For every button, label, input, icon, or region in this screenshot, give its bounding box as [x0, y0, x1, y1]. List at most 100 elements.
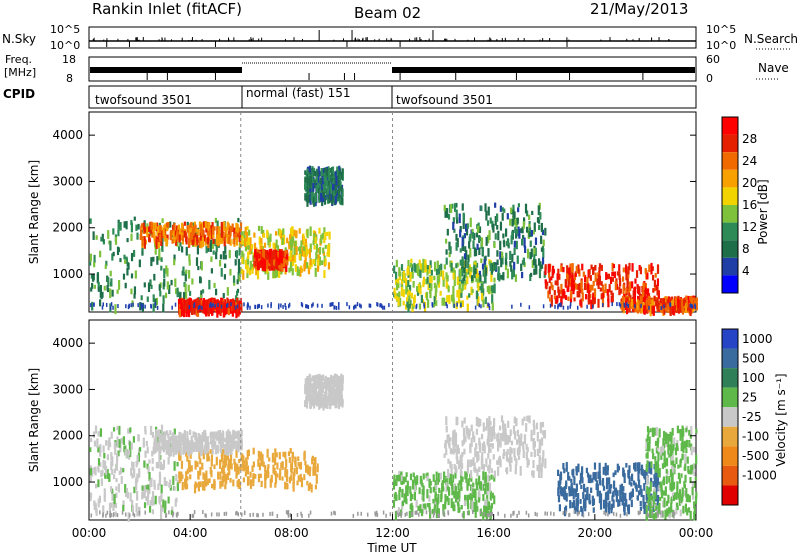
- range-gate-cell: [410, 292, 413, 299]
- range-gate-cell: [258, 452, 261, 460]
- range-gate-cell: [308, 373, 311, 383]
- range-gate-cell: [670, 482, 673, 488]
- range-gate-cell: [188, 259, 191, 266]
- range-gate-cell: [175, 443, 178, 453]
- range-gate-cell: [459, 229, 462, 238]
- range-gate-cell: [210, 306, 213, 314]
- range-gate-cell: [461, 300, 464, 307]
- range-gate-cell: [157, 442, 160, 451]
- range-gate-cell: [147, 226, 151, 232]
- range-gate-cell: [199, 304, 201, 309]
- range-gate-cell: [562, 266, 565, 273]
- range-gate-cell: [159, 463, 162, 469]
- range-gate-cell: [193, 221, 197, 228]
- range-gate-cell: [592, 293, 595, 302]
- range-gate-cell: [145, 496, 148, 501]
- range-gate-cell: [213, 464, 216, 470]
- range-gate-cell: [173, 259, 176, 266]
- range-gate-cell: [312, 182, 315, 192]
- range-gate-cell: [669, 482, 672, 491]
- range-gate-cell: [235, 230, 238, 238]
- range-gate-cell: [268, 242, 271, 248]
- range-gate-cell: [142, 222, 145, 230]
- range-gate-cell: [489, 217, 492, 224]
- range-gate-cell: [353, 304, 356, 309]
- range-gate-cell: [612, 490, 615, 497]
- range-gate-cell: [240, 429, 243, 437]
- range-gate-cell: [503, 208, 506, 213]
- range-gate-cell: [469, 247, 472, 258]
- range-gate-cell: [215, 251, 218, 260]
- range-gate-cell: [657, 473, 660, 478]
- range-gate-cell: [294, 264, 298, 272]
- range-gate-cell: [132, 461, 135, 469]
- range-gate-cell: [447, 295, 450, 303]
- range-gate-cell: [526, 447, 529, 453]
- range-gate-cell: [205, 246, 208, 254]
- range-gate-cell: [272, 269, 275, 279]
- range-gate-cell: [444, 501, 447, 510]
- range-gate-cell: [130, 288, 133, 295]
- range-gate-cell: [487, 436, 490, 445]
- range-gate-cell: [494, 202, 497, 208]
- range-gate-cell: [596, 480, 599, 486]
- nsky-tick-bottom: 10^0: [50, 39, 80, 52]
- range-gate-cell: [435, 268, 439, 276]
- range-gate-cell: [313, 179, 316, 189]
- range-gate-cell: [101, 469, 104, 476]
- range-gate-cell: [441, 297, 444, 306]
- range-gate-cell: [330, 181, 334, 191]
- range-gate-cell: [221, 301, 224, 307]
- range-gate-cell: [461, 259, 464, 267]
- range-gate-cell: [623, 473, 626, 484]
- range-gate-cell: [598, 274, 601, 281]
- range-gate-cell: [90, 437, 93, 442]
- range-gate-cell: [497, 266, 500, 274]
- range-gate-cell: [258, 303, 261, 308]
- range-gate-cell: [94, 425, 98, 434]
- range-gate-cell: [491, 263, 494, 273]
- range-gate-cell: [512, 218, 516, 225]
- range-gate-cell: [431, 508, 434, 514]
- range-gate-cell: [442, 486, 445, 492]
- range-gate-cell: [436, 501, 439, 510]
- range-gate-cell: [323, 227, 326, 233]
- range-gate-cell: [196, 245, 200, 255]
- range-gate-cell: [328, 167, 331, 178]
- range-gate-cell: [282, 228, 285, 236]
- range-gate-cell: [431, 302, 433, 307]
- range-gate-cell: [118, 425, 121, 435]
- range-gate-cell: [332, 187, 336, 196]
- range-gate-cell: [125, 220, 128, 230]
- range-gate-cell: [537, 205, 540, 216]
- range-gate-cell: [204, 443, 208, 451]
- range-gate-cell: [158, 222, 161, 228]
- range-gate-cell: [466, 303, 469, 312]
- range-gate-cell: [242, 463, 245, 472]
- range-gate-cell: [536, 432, 539, 442]
- range-gate-cell: [114, 448, 117, 455]
- range-gate-cell: [254, 260, 257, 267]
- range-gate-cell: [487, 234, 490, 244]
- range-gate-cell: [297, 247, 301, 252]
- range-gate-cell: [124, 484, 127, 493]
- range-gate-cell: [628, 262, 631, 271]
- range-gate-cell: [297, 269, 301, 277]
- range-gate-cell: [576, 291, 579, 298]
- range-gate-cell: [158, 453, 161, 463]
- range-gate-cell: [144, 485, 147, 490]
- range-gate-cell: [676, 481, 679, 490]
- range-gate-cell: [478, 475, 481, 486]
- range-gate-cell: [224, 484, 227, 490]
- range-gate-cell: [320, 192, 323, 202]
- range-gate-cell: [320, 168, 323, 178]
- range-gate-cell: [251, 267, 254, 274]
- range-gate-cell: [322, 400, 325, 411]
- range-gate-cell: [242, 477, 246, 483]
- range-gate-cell: [592, 507, 595, 513]
- range-gate-cell: [340, 186, 343, 193]
- range-gate-cell: [453, 504, 456, 512]
- range-gate-cell: [453, 483, 456, 492]
- range-gate-cell: [310, 484, 313, 493]
- range-gate-cell: [608, 484, 611, 492]
